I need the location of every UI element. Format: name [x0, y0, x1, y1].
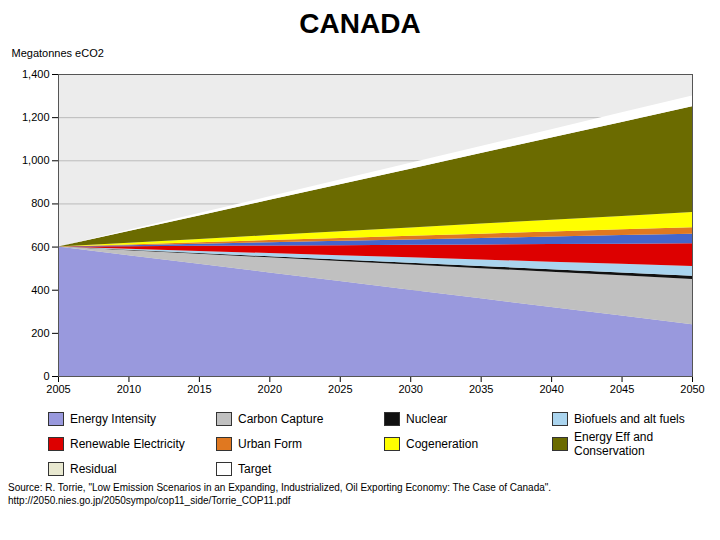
- svg-text:1,400: 1,400: [22, 68, 50, 80]
- svg-text:Megatonnes eCO2: Megatonnes eCO2: [12, 47, 104, 59]
- svg-text:2030: 2030: [398, 383, 422, 395]
- svg-text:2005: 2005: [46, 383, 70, 395]
- svg-text:400: 400: [31, 284, 49, 296]
- html-text:Energy Eff and Conservation: Energy Eff and Conservation: [574, 430, 654, 458]
- svg-text:2020: 2020: [258, 383, 282, 395]
- svg-text:2050: 2050: [680, 383, 704, 395]
- svg-text:2040: 2040: [539, 383, 563, 395]
- svg-text:2045: 2045: [610, 383, 634, 395]
- html-text:Target: Target: [238, 462, 272, 476]
- html-text:Urban Form: Urban Form: [238, 437, 302, 451]
- svg-text:200: 200: [31, 327, 49, 339]
- svg-text:800: 800: [31, 197, 49, 209]
- html-text:CANADA: CANADA: [299, 8, 421, 39]
- html-text:Residual: Residual: [70, 462, 117, 476]
- svg-text:600: 600: [31, 241, 49, 253]
- svg-text:2025: 2025: [328, 383, 352, 395]
- html-text:Cogeneration: Cogeneration: [406, 437, 479, 451]
- svg-text:2035: 2035: [469, 383, 493, 395]
- html-text:Renewable Electricity: Renewable Electricity: [70, 437, 185, 451]
- html-text:Energy Intensity: Energy Intensity: [70, 412, 156, 426]
- svg-text:1,000: 1,000: [22, 154, 50, 166]
- html-text:Carbon Capture: Carbon Capture: [238, 412, 324, 426]
- html-text:Nuclear: Nuclear: [406, 412, 448, 426]
- svg-text:2010: 2010: [117, 383, 141, 395]
- html-text:http://2050.nies.go.jp/2050sym: http://2050.nies.go.jp/2050sympo/cop11_s…: [8, 495, 291, 506]
- svg-text:1,200: 1,200: [22, 111, 50, 123]
- html-text:Source: R. Torrie, "Low Emissi: Source: R. Torrie, "Low Emission Scenari…: [8, 482, 552, 493]
- svg-text:2015: 2015: [187, 383, 211, 395]
- html-text:Biofuels and alt fuels: Biofuels and alt fuels: [574, 412, 685, 426]
- svg-text:0: 0: [43, 370, 49, 382]
